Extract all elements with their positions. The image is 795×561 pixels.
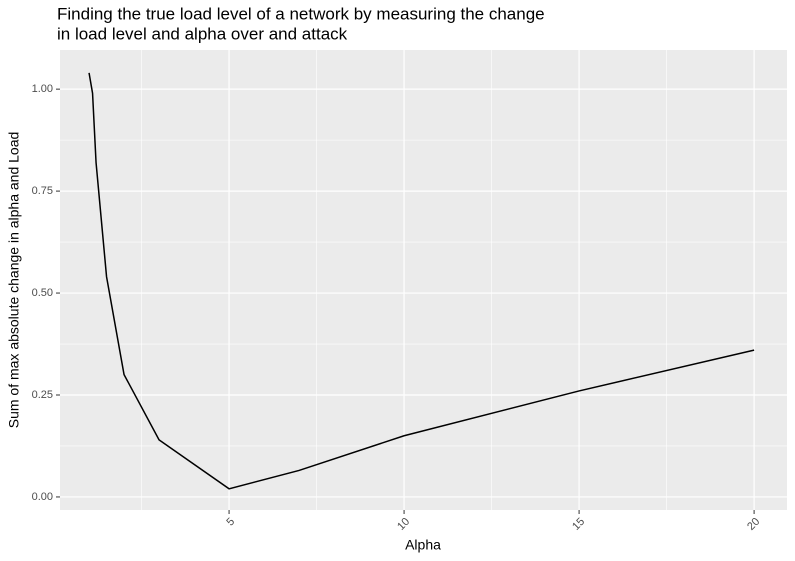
line xyxy=(88,72,755,490)
y-tick-label: 0.75 xyxy=(32,185,53,197)
chart-title-line: Finding the true load level of a network… xyxy=(57,4,545,23)
y-tick-label: 0.00 xyxy=(32,491,53,503)
y-tick-label: 1.00 xyxy=(32,83,53,95)
y-tick-label: 0.25 xyxy=(32,389,53,401)
y-axis-title: Sum of max absolute change in alpha and … xyxy=(6,132,22,429)
x-tick-label: 20 xyxy=(745,516,762,533)
y-tick-label: 0.50 xyxy=(32,287,53,299)
panel xyxy=(60,50,787,510)
x-tick-label: 15 xyxy=(570,516,587,533)
x-tick-label: 5 xyxy=(224,516,237,529)
chart-title-line: in load level and alpha over and attack xyxy=(57,24,348,43)
x-tick-label: 10 xyxy=(395,516,412,533)
x-axis-title: Alpha xyxy=(405,537,441,553)
